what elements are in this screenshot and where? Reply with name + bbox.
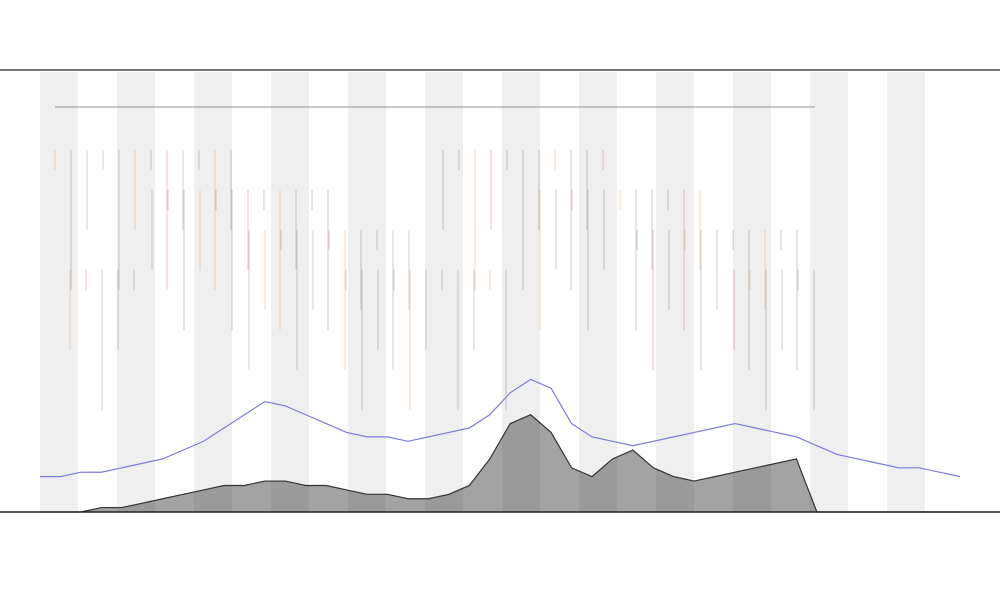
series-line <box>40 378 961 478</box>
band <box>502 72 540 512</box>
plot-area <box>40 150 961 513</box>
band <box>733 72 771 512</box>
band <box>117 72 155 512</box>
band <box>194 72 232 512</box>
band <box>656 72 694 512</box>
band <box>40 72 78 512</box>
band <box>271 72 309 512</box>
band <box>579 72 617 512</box>
series-area <box>40 414 960 513</box>
band <box>425 72 463 512</box>
background-bands <box>40 72 925 512</box>
band <box>348 72 386 512</box>
band <box>810 72 848 512</box>
band <box>887 72 925 512</box>
